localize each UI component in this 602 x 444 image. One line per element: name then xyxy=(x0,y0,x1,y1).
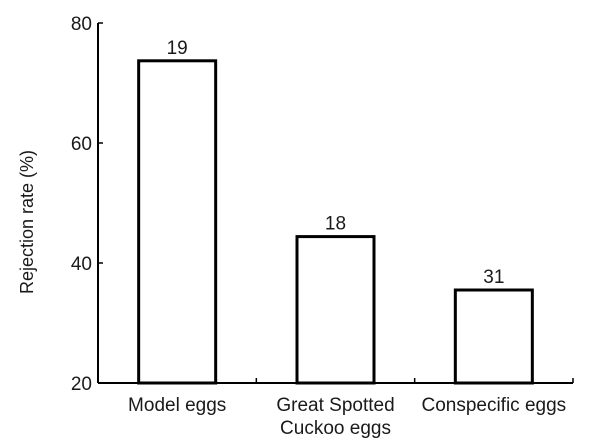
x-category-label-line: Cuckoo eggs xyxy=(280,418,391,439)
x-category-label: Conspecific eggs xyxy=(421,395,566,416)
plot-area: 20 40 60 80 19 Model eggs 18 Great Spotted Cucko… xyxy=(71,14,574,439)
x-category-label-line: Great Spotted xyxy=(276,395,394,416)
y-tick-label: 40 xyxy=(71,254,92,275)
x-category-label: Great Spotted Cuckoo eggs xyxy=(276,395,394,439)
bar-data-label: 19 xyxy=(167,38,188,59)
bar xyxy=(137,59,218,385)
bar xyxy=(453,288,534,385)
y-tick-label: 20 xyxy=(71,374,92,395)
bar-data-label: 31 xyxy=(483,267,504,288)
y-axis-title: Rejection rate (%) xyxy=(17,150,37,294)
y-tick-label: 80 xyxy=(71,14,92,35)
x-category-label-line: Model eggs xyxy=(128,395,226,416)
x-category-label: Model eggs xyxy=(128,395,226,416)
bar-data-label: 18 xyxy=(325,214,346,235)
y-tick-label: 60 xyxy=(71,134,92,155)
bar xyxy=(295,235,376,385)
x-category-label-line: Conspecific eggs xyxy=(421,395,566,416)
